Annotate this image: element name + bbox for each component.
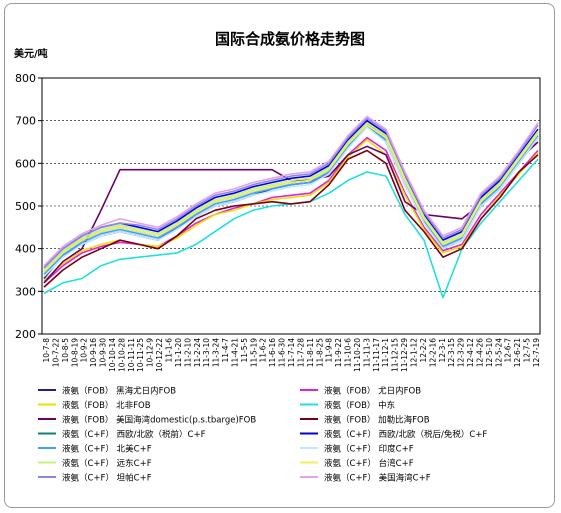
legend-label: 液氨（FOB） 北非FOB [62, 400, 151, 411]
x-tick-label: 11-10-20 [353, 338, 362, 372]
x-tick-label: 11-7-28 [296, 338, 305, 367]
x-tick-label: 12-7-5 [523, 338, 532, 363]
y-tick-label: 500 [15, 200, 36, 213]
legend-label: 液氨（C+F） 远东C+F [62, 458, 152, 469]
x-tick-label: 12-3-15 [447, 338, 456, 367]
x-tick-label: 11-6-30 [278, 338, 287, 367]
x-tick-label: 10-7-22 [51, 338, 60, 367]
x-tick-label: 11-1-6 [165, 338, 174, 363]
x-tick-label: 10-11-25 [136, 338, 145, 372]
x-tick-label: 11-10-6 [344, 338, 353, 367]
x-tick-label: 11-9-8 [325, 338, 334, 363]
x-tick-label: 11-2-24 [193, 338, 202, 367]
x-tick-label: 11-8-11 [306, 338, 315, 367]
x-tick-label: 11-12-29 [400, 338, 409, 372]
x-tick-label: 12-6-7 [504, 338, 513, 363]
x-tick-label: 12-7-19 [532, 338, 541, 367]
legend-label: 液氨（C+F） 美国海湾C+F [324, 473, 431, 484]
x-tick-label: 12-4-12 [466, 338, 475, 367]
series-line [43, 124, 539, 275]
legend-label: 液氨（C+F） 西欧/北欧（税前）C+F [62, 429, 206, 440]
x-tick-label: 11-12-15 [391, 338, 400, 372]
y-tick-label: 700 [15, 115, 36, 128]
series-line [43, 126, 539, 277]
legend-label: 液氨（C+F） 坦帕C+F [62, 473, 152, 484]
plot-grid [41, 77, 541, 335]
x-tick-label: 11-5-5 [240, 338, 249, 363]
legend-label: 液氨（C+F） 印度C+F [324, 444, 414, 455]
series-line [43, 124, 539, 273]
x-tick-label: 11-2-10 [183, 338, 192, 367]
series-lines [43, 115, 539, 299]
x-tick-label: 12-2-2 [419, 338, 428, 363]
legend-label: 液氨（C+F） 西欧/北欧（税后/免税）C+F [324, 429, 487, 440]
legend-label: 液氨（FOB） 黑海尤日内FOB [62, 386, 176, 397]
x-tick-label: 11-7-14 [287, 338, 296, 367]
x-tick-label: 12-2-16 [428, 338, 437, 367]
x-tick-label: 10-12-22 [155, 338, 164, 372]
x-tick-label: 12-3-29 [457, 338, 466, 367]
x-tick-label: 11-9-22 [334, 338, 343, 367]
x-tick-label: 10-10-28 [117, 338, 126, 372]
legend-label: 液氨（FOB） 美国海湾domestic(p.s.tbarge)FOB [62, 415, 256, 426]
x-tick-label: 11-8-25 [315, 338, 324, 367]
chart-title: 国际合成氨价格走势图 [215, 30, 365, 48]
x-tick-label: 12-1-12 [410, 338, 419, 367]
legend: 液氨（FOB） 黑海尤日内FOB 液氨（FOB） 尤日内FOB 液氨（FOB） 北非… [38, 386, 487, 484]
x-tick-label: 11-3-10 [202, 338, 211, 367]
x-tick-label: 10-8-19 [70, 338, 79, 367]
x-tick-label: 10-7-8 [42, 338, 51, 363]
x-tick-label: 10-9-2 [80, 338, 89, 363]
y-tick-label: 400 [15, 243, 36, 256]
x-tick-label: 10-9-30 [99, 338, 108, 367]
legend-label: 液氨（C+F） 北美C+F [62, 444, 152, 455]
x-tick-label: 10-12-9 [146, 338, 155, 367]
series-line [43, 115, 539, 267]
y-axis-ticks: 200 300 400 500 600 700 800 [15, 72, 42, 341]
x-tick-label: 10-8-5 [61, 338, 70, 363]
x-tick-label: 11-6-16 [268, 338, 277, 367]
x-tick-label: 12-3-1 [438, 338, 447, 363]
legend-label: 液氨（FOB） 中东 [324, 400, 395, 411]
x-tick-label: 11-5-19 [249, 338, 258, 367]
x-tick-label: 11-6-2 [259, 338, 268, 363]
series-line [43, 122, 539, 271]
x-axis-ticks: 10-7-8 10-7-22 10-8-5 10-8-19 10-9-2 10-9-16 1… [42, 338, 541, 372]
x-tick-label: 11-11-3 [362, 338, 371, 367]
x-tick-label: 10-11-11 [127, 338, 136, 372]
x-tick-label: 11-1-20 [174, 338, 183, 367]
x-tick-label: 11-12-1 [381, 338, 390, 367]
x-tick-label: 12-4-26 [475, 338, 484, 367]
x-tick-label: 11-11-17 [372, 338, 381, 372]
x-tick-label: 12-5-10 [485, 338, 494, 367]
x-tick-label: 10-10-14 [108, 338, 117, 372]
x-tick-label: 10-9-16 [89, 338, 98, 367]
y-tick-label: 300 [15, 285, 36, 298]
series-line [43, 149, 539, 288]
y-tick-label: 800 [15, 72, 36, 85]
legend-label: 液氨（FOB） 尤日内FOB [324, 386, 421, 397]
x-tick-label: 11-4-7 [221, 338, 230, 363]
y-tick-label: 600 [15, 157, 36, 170]
series-line [43, 117, 539, 269]
y-tick-label: 200 [15, 328, 36, 341]
x-tick-label: 11-4-21 [230, 338, 239, 367]
x-tick-label: 12-6-21 [513, 338, 522, 367]
x-tick-label: 12-5-24 [494, 338, 503, 367]
x-tick-label: 11-3-24 [212, 338, 221, 367]
legend-label: 液氨（FOB） 加勒比海FOB [324, 415, 430, 426]
y-axis-label: 美元/吨 [14, 47, 48, 60]
legend-label: 液氨（C+F） 台湾C+F [324, 458, 414, 469]
series-line [43, 136, 539, 284]
